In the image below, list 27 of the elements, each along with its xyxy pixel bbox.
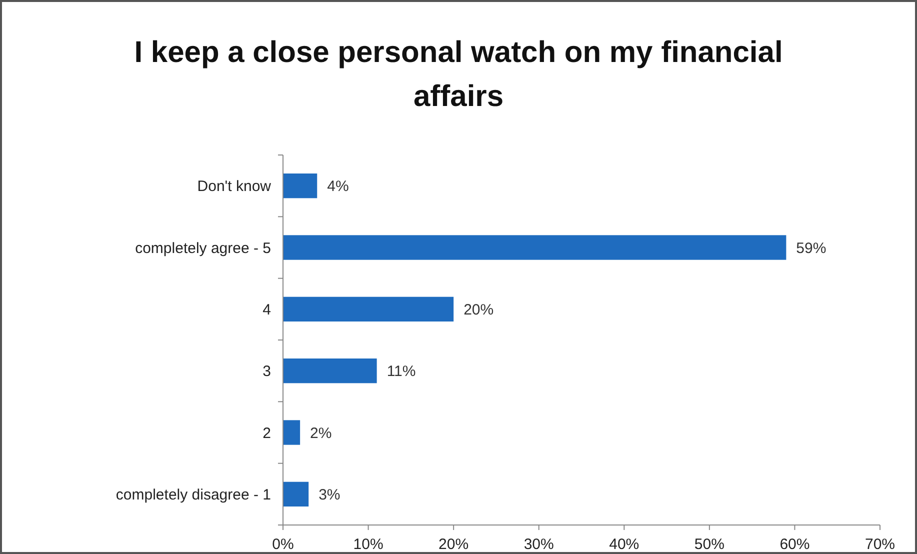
x-tick-label: 70%: [864, 536, 896, 553]
x-tick-label: 20%: [438, 536, 469, 553]
x-tick-label: 40%: [609, 536, 640, 553]
bar: [283, 482, 309, 506]
bar: [283, 235, 786, 260]
bar: [283, 296, 454, 322]
y-tick-label: completely agree - 5: [135, 240, 271, 257]
chart-title: I keep a close personal watch on my financial affairs: [134, 36, 783, 113]
data-label: 59%: [796, 240, 826, 257]
data-label: 3%: [318, 486, 340, 504]
data-label: 11%: [386, 363, 416, 380]
data-label: 2%: [310, 424, 332, 442]
x-tick-label: 50%: [694, 536, 724, 553]
x-tick-label: 10%: [353, 536, 384, 553]
bar: [283, 358, 377, 384]
bar: [283, 420, 300, 445]
y-tick-label: Don't know: [197, 178, 272, 196]
x-tick-label: 30%: [524, 536, 554, 553]
x-tick-label: 60%: [780, 536, 810, 553]
data-label: 20%: [464, 301, 494, 318]
y-tick-label: 4: [262, 301, 271, 318]
y-tick-label: 2: [262, 424, 271, 442]
data-label: 4%: [327, 178, 349, 196]
x-tick-label: 0%: [272, 536, 294, 553]
bar: [283, 174, 318, 198]
y-tick-label: 3: [262, 363, 271, 380]
y-tick-label: completely disagree - 1: [116, 486, 271, 504]
